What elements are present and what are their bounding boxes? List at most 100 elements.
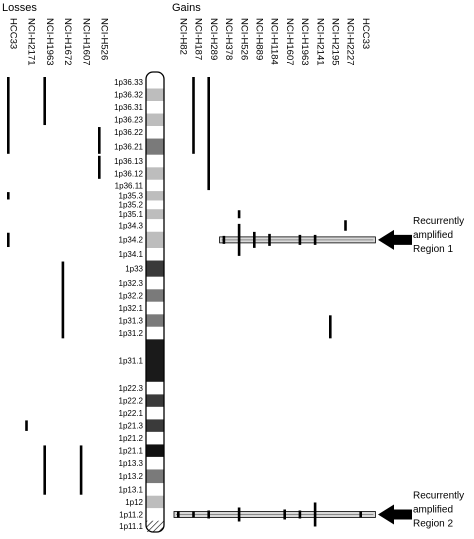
gain-line-label-nci-h1963: NCI-H1963 <box>299 18 310 66</box>
amplified-regions: Recurrently amplified Region 1 Recurrently a… <box>173 216 464 529</box>
region-label-line: Recurrently <box>413 216 464 227</box>
region-arrow-icon <box>378 229 412 250</box>
band-1p31-1 <box>146 339 164 382</box>
band-1p13-3 <box>146 456 164 470</box>
loss-segment-nci-h2171-7 <box>25 420 28 431</box>
loss-line-label-hcc33: HCC33 <box>8 18 19 49</box>
band-1p36-13 <box>146 154 164 168</box>
band-label-1p36-33: 1p36.33 <box>114 78 143 87</box>
region-tick-nci-h2141 <box>313 502 317 527</box>
band-label-1p12: 1p12 <box>125 498 143 507</box>
band-1p32-1 <box>146 301 164 315</box>
loss-segment-nci-h526-4 <box>98 127 101 154</box>
gain-line-label-hcc33: HCC33 <box>360 18 371 49</box>
band-label-1p11-1: 1p11.1 <box>119 522 143 531</box>
band-label-1p34-3: 1p34.3 <box>119 221 144 230</box>
gain-line-label-nci-h82: NCI-H82 <box>178 18 189 55</box>
band-label-1p34-2: 1p34.2 <box>119 236 144 245</box>
band-label-1p32-3: 1p32.3 <box>119 279 144 288</box>
gain-segment-nci-h187-0 <box>192 77 195 154</box>
band-1p22-1 <box>146 406 164 420</box>
band-label-1p13-1: 1p13.1 <box>119 485 144 494</box>
region-tick-nci-h187 <box>192 511 195 518</box>
region-tick-nci-h1607 <box>283 509 286 520</box>
band-1p32-3 <box>146 276 164 290</box>
loss-segment-hcc33-1 <box>7 192 10 200</box>
loss-segment-nci-h1963-3 <box>43 77 46 126</box>
band-1p34-2 <box>146 231 164 249</box>
band-label-1p36-23: 1p36.23 <box>114 116 143 125</box>
gain-segment-nci-h526-2 <box>237 210 241 219</box>
band-label-1p35-1: 1p35.1 <box>119 210 144 219</box>
gains-heading: Gains <box>172 2 201 14</box>
band-1p21-2 <box>146 431 164 445</box>
loss-segment-hcc33-2 <box>7 232 10 248</box>
region-tick-nci-h289 <box>207 510 210 519</box>
band-label-1p36-22: 1p36.22 <box>114 128 143 137</box>
region-label-line: amplified <box>413 230 453 241</box>
band-1p31-3 <box>146 314 164 327</box>
gain-line-label-nci-h1184: NCI-H1184 <box>269 18 280 65</box>
band-label-1p35-3: 1p35.3 <box>119 192 144 201</box>
band-1p31-2 <box>146 326 164 340</box>
amplified-region-1: Recurrently amplified Region 1 <box>219 216 464 256</box>
band-label-1p11-2: 1p11.2 <box>119 510 143 519</box>
band-1p36-22 <box>146 126 164 139</box>
amplified-region-2: Recurrently amplified Region 2 <box>173 490 464 529</box>
band-1p22-3 <box>146 381 164 395</box>
band-1p33 <box>146 260 164 277</box>
band-1p36-21 <box>146 138 164 155</box>
gain-segment-nci-h289-1 <box>207 77 210 191</box>
loss-cell-line-labels: HCC33 NCI-H2171 NCI-H1963 NCI-H1672 NCI-H160… <box>8 18 110 66</box>
region-arrow-icon <box>378 504 412 525</box>
band-1p35-2 <box>146 200 164 210</box>
losses-heading: Losses <box>2 2 37 14</box>
band-1p13-1 <box>146 483 164 496</box>
gain-cell-line-labels: NCI-H82 NCI-H187 NCI-H289 NCI-H378 NCI-H526 N… <box>178 18 371 66</box>
band-label-1p22-1: 1p22.1 <box>119 409 144 418</box>
region-label-line: Region 2 <box>413 518 453 529</box>
gain-segment-nci-h2195-4 <box>329 315 332 339</box>
band-1p32-2 <box>146 289 164 302</box>
band-label-1p22-3: 1p22.3 <box>119 384 144 393</box>
loss-segment-nci-h526-5 <box>98 155 101 179</box>
gain-line-label-nci-h1607: NCI-H1607 <box>284 18 295 66</box>
region-tick-nci-h526 <box>237 223 241 256</box>
band-label-1p31-1: 1p31.1 <box>119 356 144 365</box>
band-label-1p21-3: 1p21.3 <box>119 421 144 430</box>
gain-line-label-nci-h378: NCI-H378 <box>223 18 234 60</box>
loss-segment-nci-h1607-9 <box>79 445 83 495</box>
gain-line-label-nci-h2141: NCI-H2141 <box>314 18 325 66</box>
band-1p12 <box>146 495 164 509</box>
band-label-1p35-2: 1p35.2 <box>119 201 144 210</box>
band-label-1p32-1: 1p32.1 <box>119 304 144 313</box>
region-tick-nci-h1184 <box>268 233 271 246</box>
band-label-1p13-3: 1p13.3 <box>119 459 144 468</box>
loss-line-label-nci-h526: NCI-H526 <box>99 18 110 60</box>
region-tick-nci-h1963 <box>298 510 302 519</box>
loss-segment-nci-h1672-6 <box>61 261 65 339</box>
band-label-1p31-3: 1p31.3 <box>119 316 144 325</box>
band-1p36-23 <box>146 113 164 127</box>
band-1p34-3 <box>146 219 164 232</box>
gain-line-label-nci-h526: NCI-H526 <box>238 18 249 60</box>
band-1p36-12 <box>146 167 164 180</box>
gain-line-label-nci-h2227: NCI-H2227 <box>345 18 356 66</box>
band-label-1p34-1: 1p34.1 <box>119 250 144 259</box>
gain-line-label-nci-h187: NCI-H187 <box>193 18 204 60</box>
region-tick-hcc33 <box>359 511 362 518</box>
gain-segment-nci-h2227-3 <box>344 220 347 231</box>
band-label-1p13-2: 1p13.2 <box>119 472 144 481</box>
band-label-1p36-32: 1p36.32 <box>114 91 143 100</box>
band-1p36-33 <box>146 76 164 89</box>
gain-segments <box>192 77 347 339</box>
band-1p36-31 <box>146 101 164 114</box>
band-1p36-32 <box>146 88 164 102</box>
loss-line-label-nci-h1963: NCI-H1963 <box>44 18 55 66</box>
band-label-1p36-21: 1p36.21 <box>114 142 143 151</box>
band-1p11-1 <box>146 520 164 532</box>
region-tick-nci-h378 <box>222 235 226 244</box>
gain-line-label-nci-h2195: NCI-H2195 <box>330 18 341 66</box>
region-tick-nci-h889 <box>253 231 256 248</box>
region-tick-nci-h2141 <box>313 234 317 245</box>
